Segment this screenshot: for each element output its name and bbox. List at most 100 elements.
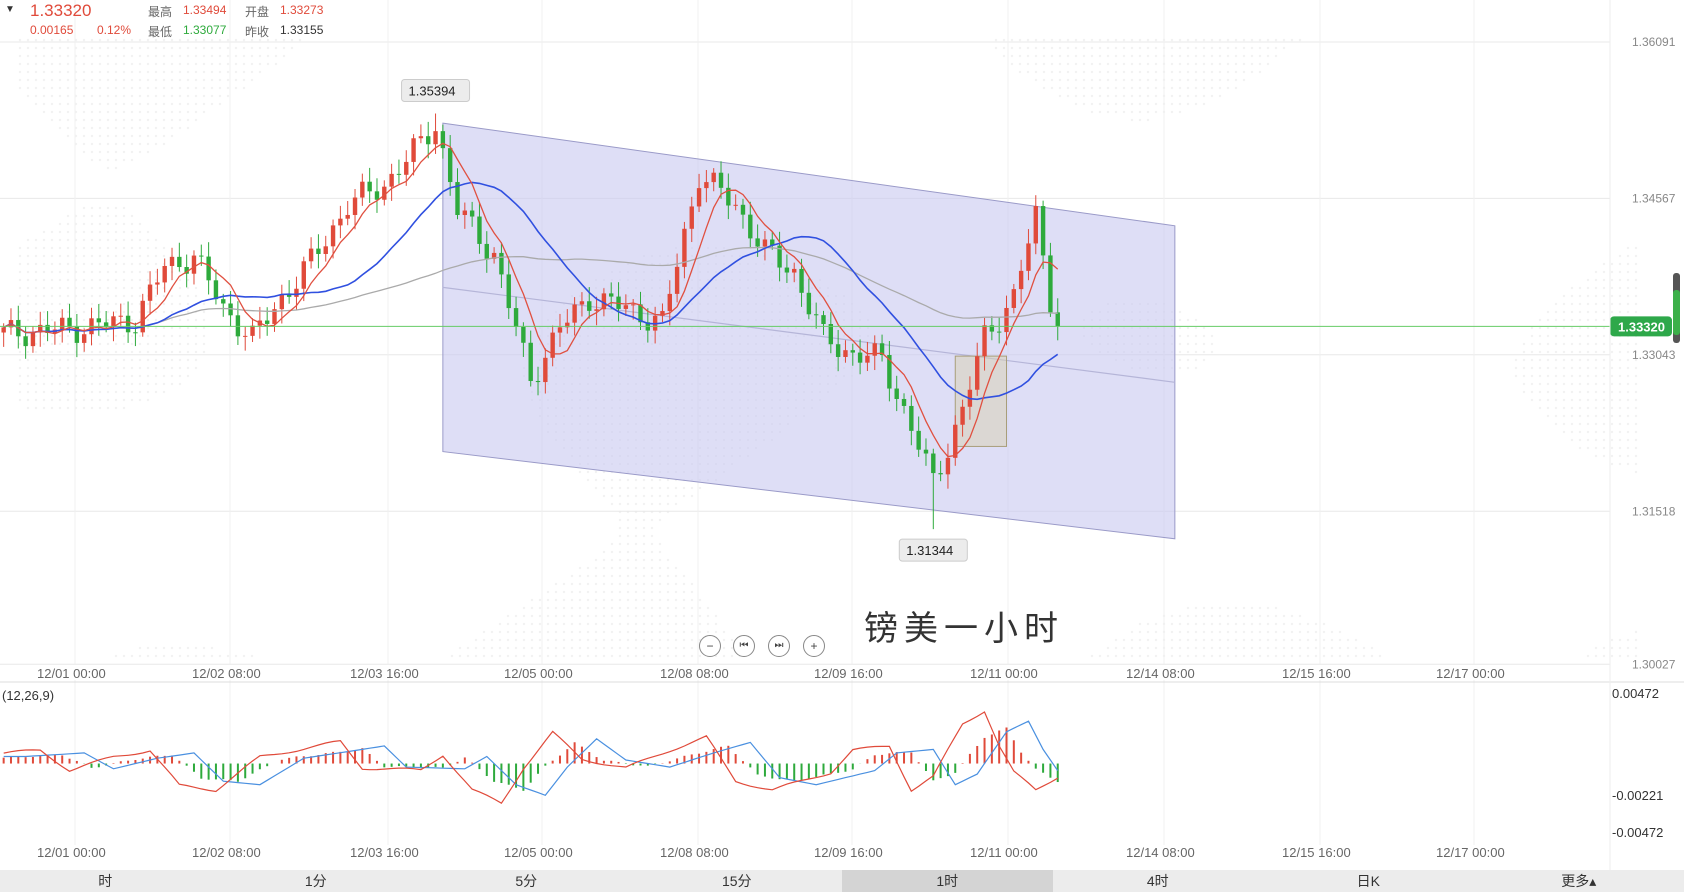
map-dot <box>186 334 190 338</box>
map-dot <box>130 302 134 306</box>
map-dot <box>1234 646 1238 650</box>
map-dot <box>50 382 54 386</box>
map-dot <box>1186 334 1190 338</box>
timeframe-tab[interactable]: 时 <box>98 873 113 889</box>
candle-body <box>447 148 453 183</box>
map-dot <box>1186 342 1190 346</box>
map-dot <box>130 230 134 234</box>
map-dot <box>114 46 118 50</box>
map-dot <box>130 94 134 98</box>
previous-button[interactable]: ⏮ <box>733 635 755 657</box>
map-dot <box>170 334 174 338</box>
map-dot <box>1602 270 1606 274</box>
map-dot <box>42 302 46 306</box>
map-dot <box>1338 638 1342 642</box>
candle-body <box>594 309 599 311</box>
map-dot <box>122 374 126 378</box>
map-dot <box>1106 646 1110 650</box>
candle-body <box>352 197 358 215</box>
candle-body <box>784 267 790 273</box>
collapse-arrow-icon[interactable]: ▼ <box>5 4 15 15</box>
map-dot <box>218 46 222 50</box>
map-dot <box>90 350 94 354</box>
map-dot <box>1306 646 1310 650</box>
map-dot <box>170 310 174 314</box>
map-dot <box>1066 86 1070 90</box>
map-dot <box>194 654 198 658</box>
candle-body <box>850 350 855 353</box>
map-dot <box>66 54 70 58</box>
map-dot <box>578 630 582 634</box>
map-dot <box>1178 334 1182 338</box>
map-dot <box>170 134 174 138</box>
map-dot <box>90 374 94 378</box>
map-dot <box>194 326 198 330</box>
map-dot <box>162 366 166 370</box>
map-dot <box>186 286 190 290</box>
more-button[interactable]: 更多▴ <box>1561 873 1597 889</box>
map-dot <box>66 70 70 74</box>
timeframe-tab[interactable]: 15分 <box>721 873 752 889</box>
map-dot <box>82 206 86 210</box>
map-dot <box>274 38 278 42</box>
map-dot <box>1090 70 1094 74</box>
map-dot <box>1218 638 1222 642</box>
map-dot <box>66 78 70 82</box>
map-dot <box>1194 38 1198 42</box>
map-dot <box>682 582 686 586</box>
timeframe-tab[interactable]: 日K <box>1356 873 1380 889</box>
map-dot <box>50 238 54 242</box>
map-dot <box>1282 638 1286 642</box>
map-dot <box>1602 302 1606 306</box>
map-dot <box>642 638 646 642</box>
map-dot <box>106 118 110 122</box>
map-dot <box>1138 78 1142 82</box>
map-dot <box>114 366 118 370</box>
map-dot <box>594 646 598 650</box>
map-dot <box>1314 638 1318 642</box>
map-dot <box>50 110 54 114</box>
map-dot <box>1274 630 1278 634</box>
map-dot <box>1226 38 1230 42</box>
map-dot <box>66 278 70 282</box>
timeframe-tab[interactable]: 4时 <box>1146 873 1169 889</box>
map-dot <box>90 86 94 90</box>
map-dot <box>1178 366 1182 370</box>
map-dot <box>658 654 662 658</box>
timeframe-tab[interactable]: 1分 <box>304 873 327 889</box>
map-dot <box>154 110 158 114</box>
zoom-in-button[interactable]: + <box>803 635 825 657</box>
map-dot <box>1170 70 1174 74</box>
map-dot <box>666 654 670 658</box>
map-dot <box>698 622 702 626</box>
map-dot <box>682 606 686 610</box>
map-dot <box>1554 334 1558 338</box>
candle-body <box>748 214 753 239</box>
map-dot <box>1330 630 1334 634</box>
open-label: 开盘 <box>245 5 270 19</box>
candle-body <box>792 268 797 273</box>
map-dot <box>106 294 110 298</box>
zoom-out-button[interactable]: − <box>699 635 721 657</box>
map-dot <box>1178 70 1182 74</box>
map-dot <box>34 270 38 274</box>
map-dot <box>994 38 998 42</box>
map-dot <box>114 78 118 82</box>
next-button[interactable]: ⏭ <box>768 635 790 657</box>
map-dot <box>58 238 62 242</box>
map-dot <box>1106 70 1110 74</box>
time-axis-label: 12/15 16:00 <box>1282 666 1351 681</box>
map-dot <box>66 86 70 90</box>
map-dot <box>50 406 54 410</box>
map-dot <box>138 382 142 386</box>
map-dot <box>146 374 150 378</box>
map-dot <box>154 326 158 330</box>
timeframe-tab-active[interactable]: 1时 <box>842 870 1053 892</box>
map-dot <box>1594 358 1598 362</box>
map-dot <box>90 390 94 394</box>
map-dot <box>578 566 582 570</box>
map-dot <box>1602 278 1606 282</box>
map-dot <box>186 70 190 74</box>
timeframe-tab[interactable]: 5分 <box>515 873 538 889</box>
